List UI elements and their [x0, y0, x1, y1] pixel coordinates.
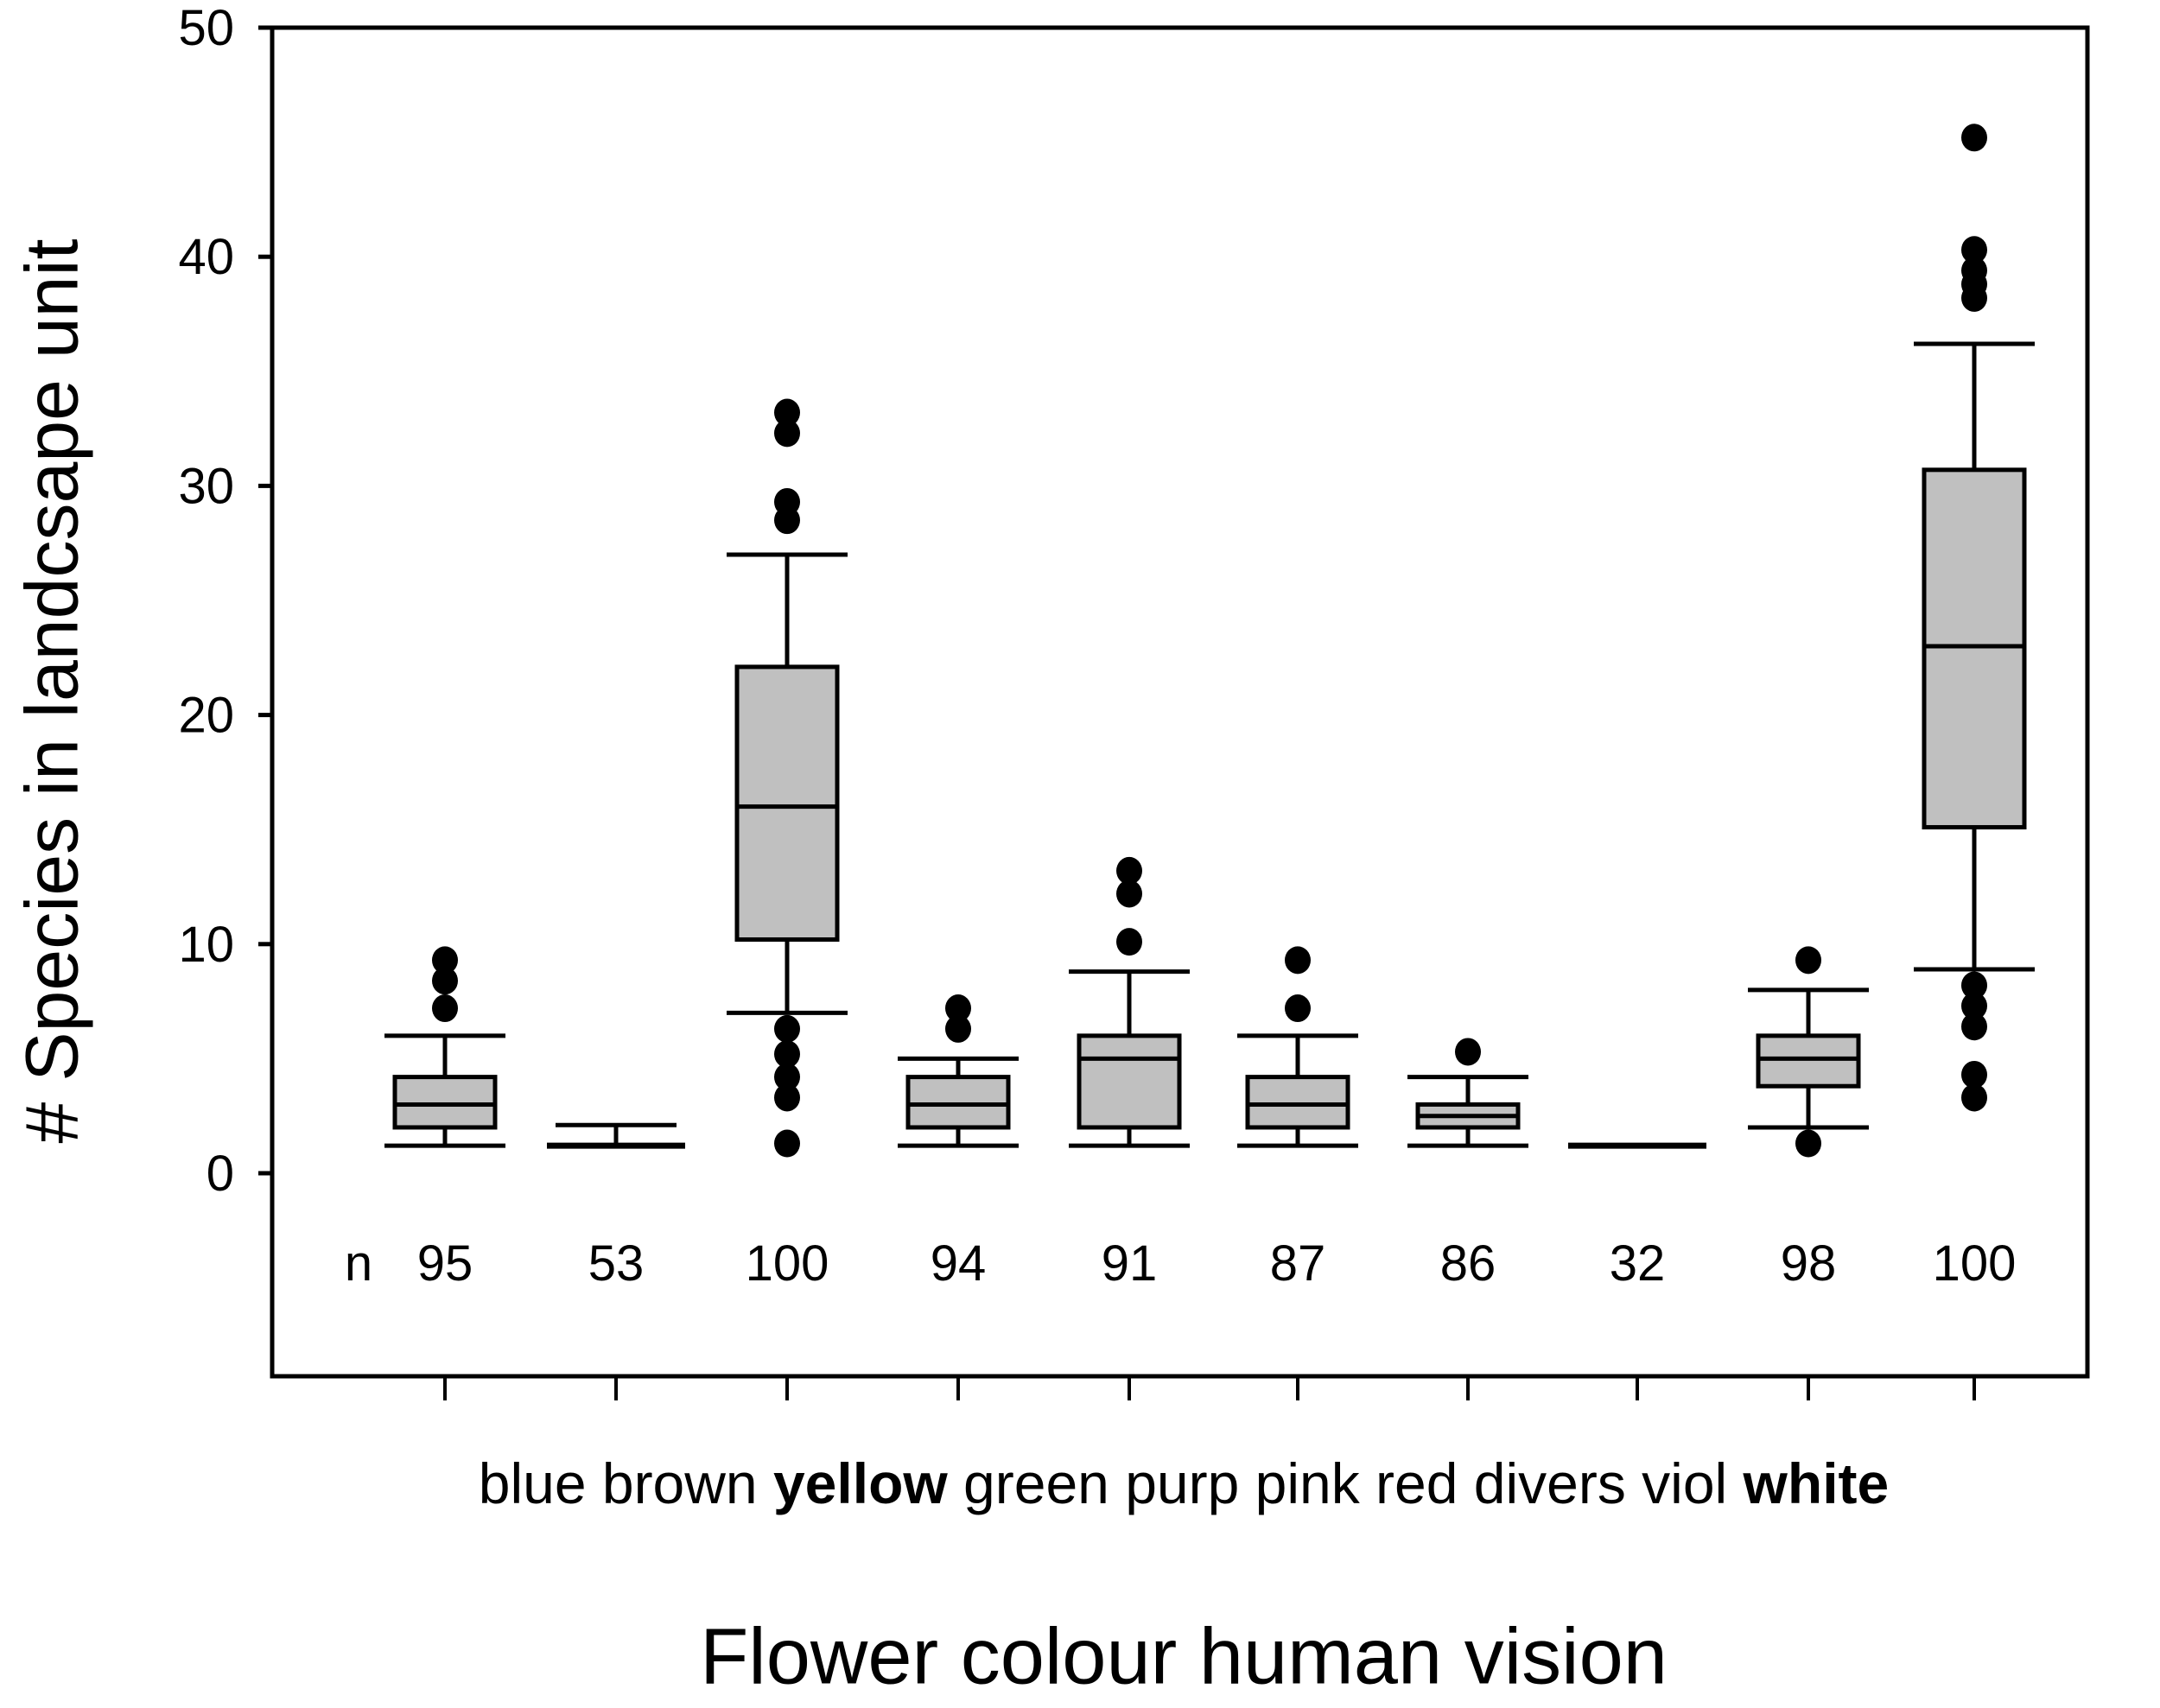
n-label: n	[345, 1235, 372, 1292]
iqr-box	[1245, 1075, 1350, 1130]
box-yellow	[727, 398, 848, 1158]
iqr-box	[1756, 1033, 1861, 1089]
y-tick-label: 10	[178, 917, 234, 973]
outlier-point	[774, 1129, 800, 1158]
iqr-box	[392, 1075, 498, 1130]
n-value-green: 94	[931, 1235, 987, 1292]
x-category-purp: purp	[1109, 1451, 1239, 1515]
x-category-brown: brown	[587, 1451, 758, 1515]
x-category-blue: blue	[479, 1451, 587, 1515]
n-value-divers: 32	[1610, 1235, 1666, 1292]
outlier-point	[1961, 971, 1987, 1000]
x-category-white: white	[1727, 1451, 1889, 1515]
outlier-point	[1285, 994, 1311, 1023]
outlier-point	[432, 967, 458, 995]
n-value-viol: 98	[1781, 1235, 1837, 1292]
box-viol	[1748, 946, 1869, 1158]
box-brown	[547, 1122, 685, 1149]
y-axis-title: # Species in landcsape unit	[10, 238, 94, 1144]
y-axis-ticks: 0 10 20 30 40 50	[178, 0, 272, 1202]
x-category-pink: pink	[1239, 1451, 1360, 1515]
y-tick-label: 40	[178, 229, 234, 285]
n-value-white: 100	[1933, 1235, 2017, 1292]
outlier-point	[1116, 928, 1142, 956]
outlier-point	[1116, 856, 1142, 885]
outlier-point	[1795, 1129, 1821, 1158]
iqr-box	[1077, 1033, 1182, 1130]
outlier-point	[1795, 946, 1821, 975]
outlier-point	[1961, 1013, 1987, 1041]
x-category-labels: blue brown yellow green purp pink red di…	[479, 1451, 1889, 1515]
plot-axes	[270, 25, 2090, 1379]
outlier-point	[774, 1040, 800, 1069]
outlier-point	[945, 994, 971, 1023]
outlier-point	[774, 1063, 800, 1091]
box-green	[898, 994, 1019, 1148]
x-axis-ticks: blue brown yellow green purp pink red di…	[443, 1376, 1976, 1515]
outlier-point	[1961, 257, 1987, 285]
x-axis-title: Flower colour human vision	[700, 1612, 1668, 1701]
box-purp	[1069, 856, 1190, 1148]
outlier-point	[774, 1014, 800, 1043]
box-red	[1407, 1038, 1528, 1148]
outlier-point	[774, 487, 800, 516]
y-tick-label: 20	[178, 688, 234, 744]
n-value-blue: 95	[417, 1235, 473, 1292]
x-category-viol: viol	[1626, 1451, 1727, 1515]
n-value-pink: 87	[1270, 1235, 1326, 1292]
iqr-box	[734, 664, 840, 942]
n-value-yellow: 100	[746, 1235, 829, 1292]
outlier-point	[1961, 124, 1987, 152]
x-category-red: red	[1360, 1451, 1458, 1515]
box-blue	[384, 946, 505, 1148]
x-category-divers: divers	[1458, 1451, 1625, 1515]
plot-frame	[270, 25, 2090, 1379]
x-category-yellow: yellow	[758, 1451, 949, 1515]
box-white	[1914, 124, 2035, 1112]
n-value-red: 86	[1440, 1235, 1496, 1292]
outlier-point	[774, 419, 800, 448]
outlier-point	[774, 1083, 800, 1112]
outlier-point	[945, 1014, 971, 1043]
n-value-purp: 91	[1102, 1235, 1158, 1292]
y-tick-label: 0	[206, 1146, 234, 1202]
y-tick-label: 30	[178, 458, 234, 514]
iqr-box	[1922, 467, 2027, 830]
box-series	[384, 124, 2035, 1158]
outlier-point	[774, 398, 800, 427]
outlier-point	[1961, 1060, 1987, 1089]
y-tick-label: 50	[178, 0, 234, 56]
outlier-point	[1961, 992, 1987, 1020]
outlier-point	[1285, 946, 1311, 975]
outlier-point	[1961, 1083, 1987, 1112]
outlier-point	[1455, 1038, 1481, 1066]
iqr-box	[905, 1075, 1011, 1130]
box-pink	[1237, 946, 1358, 1148]
n-value-brown: 53	[588, 1235, 645, 1292]
outlier-point	[1961, 236, 1987, 264]
outlier-point	[1116, 879, 1142, 908]
x-category-green: green	[948, 1451, 1109, 1515]
outlier-point	[432, 994, 458, 1023]
outlier-point	[432, 946, 458, 975]
sample-size-row: n 95 53 100 94 91 87 86 32 98 100	[345, 1235, 2017, 1292]
